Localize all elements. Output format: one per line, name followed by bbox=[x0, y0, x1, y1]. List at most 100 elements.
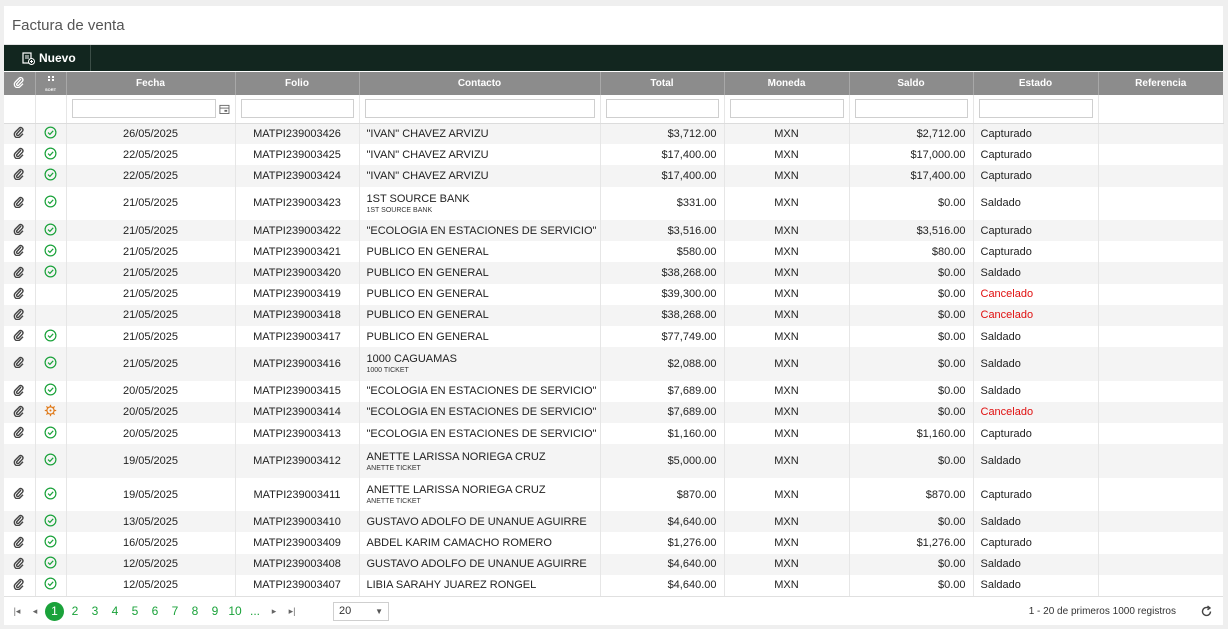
paperclip-icon[interactable] bbox=[13, 126, 25, 139]
column-referencia[interactable]: Referencia bbox=[1098, 72, 1223, 95]
table-row[interactable]: 12/05/2025 MATPI239003408 GUSTAVO ADOLFO D… bbox=[4, 553, 1223, 575]
attachment-column-header[interactable] bbox=[4, 72, 36, 95]
next-page-icon[interactable]: ▸ bbox=[271, 605, 277, 616]
page-number[interactable]: 7 bbox=[171, 604, 179, 618]
paperclip-icon[interactable] bbox=[13, 147, 25, 160]
paperclip-icon[interactable] bbox=[13, 426, 25, 439]
column-moneda[interactable]: Moneda bbox=[724, 72, 850, 95]
paperclip-icon[interactable] bbox=[13, 487, 25, 500]
page-number[interactable]: 8 bbox=[191, 604, 199, 618]
attachment-cell[interactable] bbox=[4, 262, 36, 284]
attachment-cell[interactable] bbox=[4, 220, 36, 242]
table-row[interactable]: 21/05/2025 MATPI239003419 PUBLICO EN GENER… bbox=[4, 283, 1223, 305]
paperclip-icon[interactable] bbox=[13, 405, 25, 418]
paperclip-icon[interactable] bbox=[13, 244, 25, 257]
attachment-cell[interactable] bbox=[4, 304, 36, 326]
last-page-icon[interactable]: ▸| bbox=[288, 605, 296, 616]
column-folio[interactable]: Folio bbox=[235, 72, 360, 95]
page-number[interactable]: 2 bbox=[71, 604, 79, 618]
contacto-name: PUBLICO EN GENERAL bbox=[366, 330, 489, 343]
status-icon-cell bbox=[35, 165, 67, 187]
attachment-cell[interactable] bbox=[4, 347, 36, 381]
table-row[interactable]: 12/05/2025 MATPI239003407 LIBIA SARAHY JUA… bbox=[4, 574, 1223, 596]
paperclip-icon[interactable] bbox=[13, 196, 25, 209]
fecha-cell: 21/05/2025 bbox=[66, 283, 236, 305]
estado-cell: Saldado bbox=[973, 326, 1099, 348]
column-contacto[interactable]: Contacto bbox=[359, 72, 601, 95]
paperclip-icon[interactable] bbox=[13, 454, 25, 466]
table-row[interactable]: 22/05/2025 MATPI239003424 "IVAN" CHAVEZ AR… bbox=[4, 165, 1223, 187]
table-row[interactable]: 22/05/2025 MATPI239003425 "IVAN" CHAVEZ AR… bbox=[4, 144, 1223, 166]
table-row[interactable]: 13/05/2025 MATPI239003410 GUSTAVO ADOLFO D… bbox=[4, 511, 1223, 533]
attachment-cell[interactable] bbox=[4, 326, 36, 348]
attachment-cell[interactable] bbox=[4, 511, 36, 533]
calendar-icon[interactable] bbox=[219, 103, 230, 115]
table-row[interactable]: 21/05/2025 MATPI239003416 1000 CAGUAMAS 100… bbox=[4, 347, 1223, 381]
attachment-cell[interactable] bbox=[4, 283, 36, 305]
attachment-cell[interactable] bbox=[4, 444, 36, 478]
attachment-cell[interactable] bbox=[4, 165, 36, 187]
page-more[interactable]: ... bbox=[249, 604, 260, 618]
table-row[interactable]: 16/05/2025 MATPI239003409 ABDEL KARIM CAMA… bbox=[4, 532, 1223, 554]
paperclip-icon[interactable] bbox=[13, 329, 25, 342]
page-number[interactable]: 10 bbox=[228, 604, 242, 618]
page-number[interactable]: 5 bbox=[131, 604, 139, 618]
table-row[interactable]: 26/05/2025 MATPI239003426 "IVAN" CHAVEZ AR… bbox=[4, 123, 1223, 145]
column-total[interactable]: Total bbox=[600, 72, 725, 95]
table-row[interactable]: 21/05/2025 MATPI239003421 PUBLICO EN GENER… bbox=[4, 241, 1223, 263]
table-row[interactable]: 19/05/2025 MATPI239003412 ANETTE LARISSA N… bbox=[4, 444, 1223, 478]
table-row[interactable]: 20/05/2025 MATPI239003413 "ECOLOGIA EN EST… bbox=[4, 423, 1223, 445]
paperclip-icon[interactable] bbox=[13, 266, 25, 278]
table-row[interactable]: 21/05/2025 MATPI239003423 1ST SOURCE BANK 1… bbox=[4, 186, 1223, 221]
filter-moneda-input[interactable] bbox=[729, 99, 844, 119]
table-row[interactable]: 21/05/2025 MATPI239003417 PUBLICO EN GENER… bbox=[4, 326, 1223, 348]
filter-saldo-input[interactable] bbox=[854, 99, 968, 119]
attachment-cell[interactable] bbox=[4, 574, 36, 596]
paperclip-icon[interactable] bbox=[13, 168, 25, 181]
filter-contacto-input[interactable] bbox=[364, 99, 595, 119]
column-saldo[interactable]: Saldo bbox=[849, 72, 974, 95]
table-row[interactable]: 21/05/2025 MATPI239003422 "ECOLOGIA EN EST… bbox=[4, 220, 1223, 242]
attachment-cell[interactable] bbox=[4, 553, 36, 575]
attachment-cell[interactable] bbox=[4, 241, 36, 263]
paperclip-icon[interactable] bbox=[13, 308, 25, 321]
page-number[interactable]: 6 bbox=[151, 604, 159, 618]
page-number[interactable]: 4 bbox=[111, 604, 119, 618]
page-number[interactable]: 9 bbox=[211, 604, 219, 618]
prev-page-icon[interactable]: ◂ bbox=[32, 605, 38, 616]
paperclip-icon[interactable] bbox=[13, 384, 25, 397]
paperclip-icon[interactable] bbox=[13, 223, 25, 236]
attachment-cell[interactable] bbox=[4, 477, 36, 512]
paperclip-icon[interactable] bbox=[13, 514, 25, 527]
paperclip-icon[interactable] bbox=[13, 536, 25, 548]
page-size-select[interactable]: 20 ▼ bbox=[333, 601, 389, 621]
attachment-cell[interactable] bbox=[4, 423, 36, 445]
paperclip-icon[interactable] bbox=[13, 287, 25, 300]
column-estado[interactable]: Estado bbox=[973, 72, 1099, 95]
table-row[interactable]: 19/05/2025 MATPI239003411 ANETTE LARISSA N… bbox=[4, 477, 1223, 512]
filter-folio-input[interactable] bbox=[240, 99, 354, 119]
first-page-icon[interactable]: |◂ bbox=[13, 605, 21, 616]
filter-fecha-input[interactable] bbox=[71, 99, 216, 119]
refresh-icon[interactable] bbox=[1200, 604, 1213, 618]
paperclip-icon[interactable] bbox=[13, 578, 25, 591]
filter-estado-input[interactable] bbox=[978, 99, 1093, 119]
attachment-cell[interactable] bbox=[4, 144, 36, 166]
page-number[interactable]: 3 bbox=[91, 604, 99, 618]
paperclip-icon[interactable] bbox=[13, 356, 25, 369]
table-row[interactable]: 20/05/2025 MATPI239003415 "ECOLOGIA EN EST… bbox=[4, 380, 1223, 402]
page-number[interactable]: 1 bbox=[45, 601, 64, 621]
paperclip-icon[interactable] bbox=[13, 557, 25, 570]
table-row[interactable]: 21/05/2025 MATPI239003420 PUBLICO EN GENER… bbox=[4, 262, 1223, 284]
attachment-cell[interactable] bbox=[4, 532, 36, 554]
filter-total-input[interactable] bbox=[605, 99, 719, 119]
attachment-cell[interactable] bbox=[4, 401, 36, 424]
attachment-cell[interactable] bbox=[4, 186, 36, 221]
table-row[interactable]: 21/05/2025 MATPI239003418 PUBLICO EN GENER… bbox=[4, 304, 1223, 326]
attachment-cell[interactable] bbox=[4, 123, 36, 145]
nuevo-button[interactable]: Nuevo bbox=[4, 45, 91, 71]
sort-column-header[interactable]: SORT bbox=[35, 72, 67, 95]
attachment-cell[interactable] bbox=[4, 380, 36, 402]
table-row[interactable]: 20/05/2025 MATPI239003414 "ECOLOGIA EN EST… bbox=[4, 401, 1223, 424]
column-fecha[interactable]: Fecha bbox=[66, 72, 236, 95]
